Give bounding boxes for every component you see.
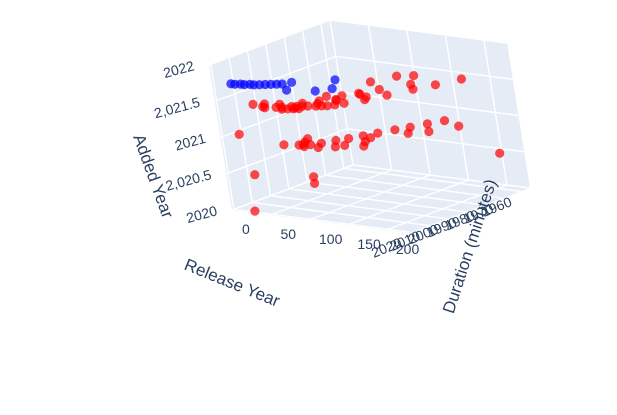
data-point[interactable]	[354, 88, 364, 98]
z-tick-label: 2020	[185, 202, 219, 226]
data-point[interactable]	[454, 121, 464, 131]
data-point[interactable]	[373, 128, 383, 138]
z-gridline	[226, 128, 525, 175]
gridlines	[208, 19, 531, 233]
z-tick-label: 2,021.5	[152, 94, 201, 122]
x-tick-labels: 0 50 100 150 200	[242, 221, 419, 257]
data-point[interactable]	[424, 126, 434, 137]
data-point[interactable]	[392, 71, 402, 81]
data-point[interactable]	[439, 116, 450, 126]
data-point[interactable]	[330, 75, 340, 85]
data-point[interactable]	[297, 98, 307, 108]
data-point[interactable]	[277, 79, 287, 89]
data-point[interactable]	[279, 140, 289, 150]
data-point[interactable]	[250, 170, 260, 180]
z-tick-label: 2022	[162, 57, 196, 81]
data-point[interactable]	[250, 206, 260, 216]
data-point[interactable]	[327, 84, 337, 94]
data-point[interactable]	[406, 79, 416, 89]
x-tick-label: 150	[357, 236, 381, 252]
data-point[interactable]	[358, 131, 368, 141]
data-point[interactable]	[337, 91, 347, 101]
data-point[interactable]	[405, 122, 415, 132]
data-point[interactable]	[314, 96, 324, 106]
data-point[interactable]	[374, 84, 384, 95]
x-tick-label: 200	[396, 241, 420, 257]
z-tick-label: 2021	[173, 130, 207, 154]
data-point[interactable]	[340, 140, 350, 150]
x-tick-label: 50	[281, 226, 297, 242]
data-point[interactable]	[275, 99, 285, 109]
data-point[interactable]	[248, 99, 258, 109]
x-tick-label: 0	[242, 221, 250, 237]
x-tick-label: 100	[319, 231, 343, 247]
data-point[interactable]	[234, 129, 244, 139]
data-point[interactable]	[344, 133, 354, 144]
y-axis-title: Release Year	[182, 255, 283, 311]
data-point[interactable]	[321, 91, 331, 101]
data-point[interactable]	[339, 98, 349, 108]
data-point[interactable]	[322, 101, 332, 111]
data-point[interactable]	[456, 74, 466, 84]
data-point[interactable]	[390, 125, 400, 135]
z-tick-label: 2,020.5	[164, 166, 213, 194]
data-point[interactable]	[309, 172, 319, 182]
data-point[interactable]	[495, 148, 505, 158]
z-gridline	[231, 164, 531, 211]
data-point[interactable]	[409, 71, 419, 81]
data-point[interactable]	[287, 77, 297, 87]
z-gridline	[208, 19, 508, 66]
data-point[interactable]	[316, 138, 326, 148]
data-point[interactable]	[259, 99, 269, 109]
data-point[interactable]	[366, 133, 376, 143]
data-point[interactable]	[303, 134, 313, 144]
data-point[interactable]	[310, 86, 320, 96]
data-point[interactable]	[365, 77, 376, 87]
data-point[interactable]	[430, 80, 440, 90]
pane-floor	[232, 165, 530, 233]
data-point[interactable]	[382, 90, 392, 100]
data-point[interactable]	[422, 119, 432, 129]
data-point[interactable]	[331, 135, 341, 146]
data-points[interactable]	[226, 71, 505, 216]
